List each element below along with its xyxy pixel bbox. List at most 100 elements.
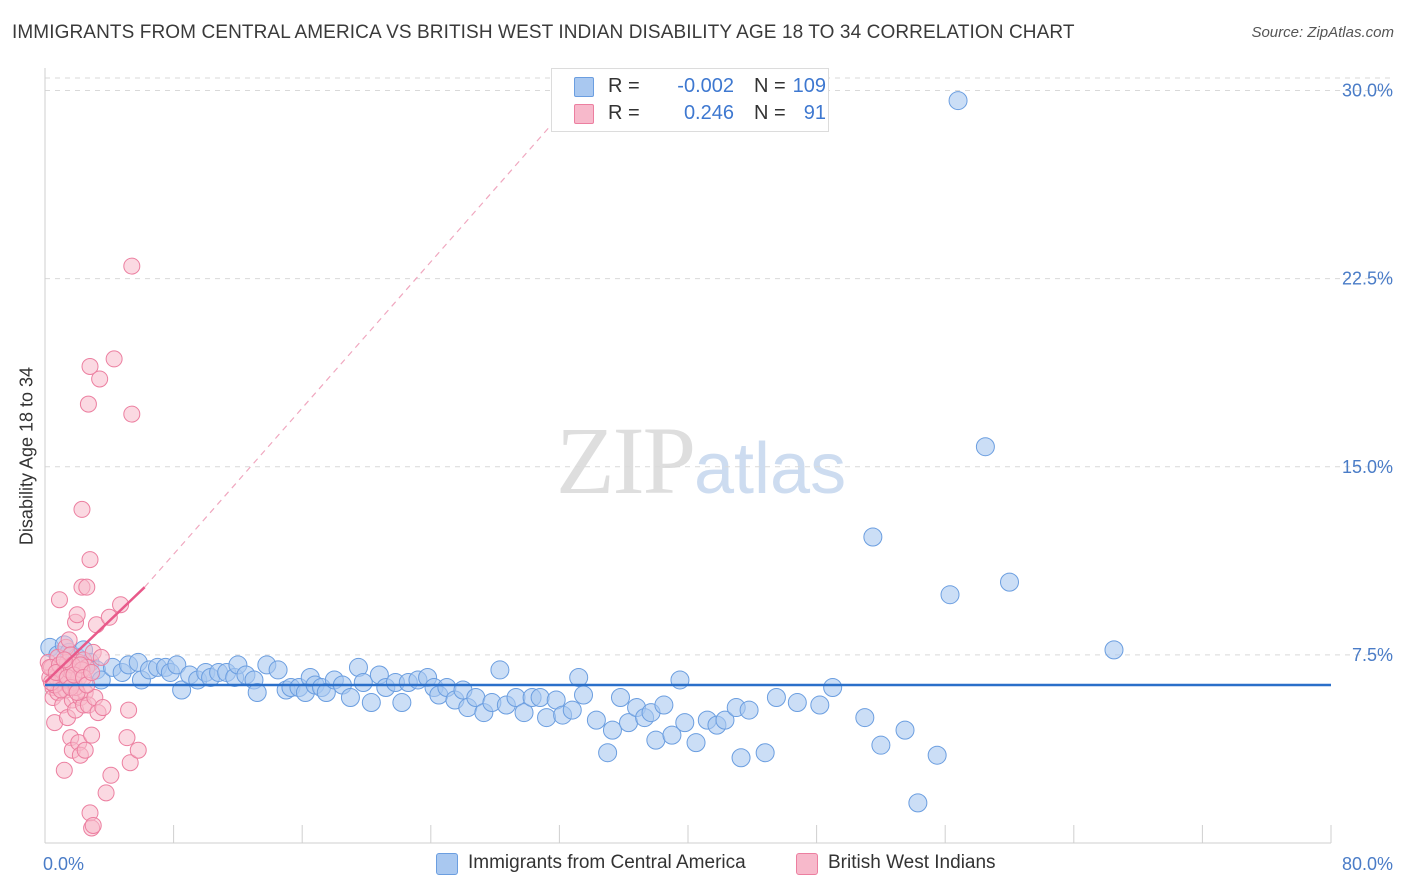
data-point-central-america — [167, 655, 187, 675]
data-point-central-america — [598, 743, 618, 763]
data-point-central-america — [948, 91, 968, 111]
grid-lines — [45, 77, 1392, 656]
data-point-british-west-indians — [55, 761, 73, 779]
chart-title: IMMIGRANTS FROM CENTRAL AMERICA VS BRITI… — [12, 22, 1075, 43]
trend-lines — [44, 586, 1331, 687]
data-point-central-america — [863, 527, 883, 547]
watermark-zip: ZIP — [556, 407, 696, 514]
data-point-central-america — [646, 730, 666, 750]
data-point-central-america — [686, 733, 706, 753]
data-point-central-america — [908, 793, 928, 813]
data-point-central-america — [675, 713, 695, 733]
data-point-central-america — [766, 688, 786, 708]
data-point-central-america — [755, 743, 775, 763]
data-point-british-west-indians — [94, 699, 112, 717]
data-point-british-west-indians — [112, 596, 130, 614]
data-point-central-america — [602, 720, 622, 740]
tick-labels: 7.5% 15.0% 22.5% 30.0% 0.0% 80.0% — [43, 81, 1393, 874]
trend-extended-layer — [144, 115, 560, 588]
data-point-british-west-indians — [92, 648, 110, 666]
data-point-central-america — [574, 685, 594, 705]
data-point-central-america — [731, 748, 751, 768]
data-point-central-america — [530, 688, 550, 708]
data-point-british-west-indians — [123, 257, 141, 275]
data-point-central-america — [569, 667, 589, 687]
bottom-legend-swatch-blue — [436, 853, 458, 875]
correlation-legend: R = -0.002 N = 109 R = 0.246 N = 91 — [551, 68, 829, 132]
y-tick-label: 7.5% — [1352, 645, 1393, 665]
trend-line-british-west-indians-extended — [144, 115, 560, 588]
legend-r-label: R = — [608, 102, 640, 124]
data-point-british-west-indians — [102, 766, 120, 784]
source-credit: Source: ZipAtlas.com — [1251, 24, 1394, 41]
x-tick-label-max: 80.0% — [1342, 854, 1393, 874]
data-point-central-america — [340, 688, 360, 708]
data-point-british-west-indians — [120, 701, 138, 719]
data-point-central-america — [586, 710, 606, 730]
data-point-central-america — [392, 693, 412, 713]
data-point-british-west-indians — [97, 784, 115, 802]
data-point-british-west-indians — [121, 754, 139, 772]
data-point-central-america — [715, 710, 735, 730]
data-point-central-america — [268, 660, 288, 680]
bottom-legend-label: Immigrants from Central America — [468, 852, 746, 873]
data-point-british-west-indians — [84, 816, 102, 834]
y-tick-label: 15.0% — [1342, 457, 1393, 477]
data-point-british-west-indians — [83, 726, 101, 744]
data-point-british-west-indians — [118, 729, 136, 747]
legend-swatch-pink — [574, 104, 594, 124]
data-point-central-america — [895, 720, 915, 740]
data-point-british-west-indians — [68, 606, 86, 624]
data-point-central-america — [490, 660, 510, 680]
legend-r-label: R = — [608, 75, 640, 97]
data-point-british-west-indians — [100, 608, 118, 626]
legend-n-label: N = — [754, 102, 786, 124]
legend-r-value: 0.246 — [683, 102, 734, 124]
y-tick-label: 22.5% — [1342, 269, 1393, 289]
data-point-british-west-indians — [73, 500, 91, 518]
legend-n-label: N = — [754, 75, 786, 97]
data-point-british-west-indians — [50, 591, 68, 609]
data-point-british-west-indians — [105, 350, 123, 368]
data-point-british-west-indians — [76, 741, 94, 759]
data-point-central-america — [975, 437, 995, 457]
data-point-central-america — [247, 683, 267, 703]
data-point-central-america — [562, 700, 582, 720]
watermark-atlas: atlas — [694, 429, 847, 509]
watermark: ZIPatlas — [556, 405, 846, 516]
legend-n-value: 91 — [803, 102, 826, 124]
data-point-central-america — [927, 745, 947, 765]
data-point-central-america — [787, 693, 807, 713]
data-point-british-west-indians — [91, 370, 109, 388]
data-point-central-america — [1104, 640, 1124, 660]
bottom-legend-swatch-pink — [796, 853, 818, 875]
data-point-central-america — [353, 672, 373, 692]
axes — [44, 68, 1332, 844]
data-point-british-west-indians — [60, 631, 78, 649]
x-tick-label-min: 0.0% — [43, 854, 84, 874]
data-point-british-west-indians — [55, 651, 73, 669]
data-point-central-america — [514, 703, 534, 723]
data-point-british-west-indians — [81, 551, 99, 569]
data-point-central-america — [739, 700, 759, 720]
data-point-central-america — [1000, 572, 1019, 592]
data-point-central-america — [810, 695, 830, 715]
data-point-central-america — [871, 735, 891, 755]
data-point-british-west-indians — [129, 741, 147, 759]
legend-swatch-blue — [574, 77, 594, 97]
legend-n-value: 109 — [792, 75, 826, 97]
data-point-central-america — [662, 725, 682, 745]
series-british-west-indians-points — [39, 257, 147, 837]
data-point-central-america — [361, 693, 381, 713]
data-point-central-america — [537, 708, 557, 728]
data-point-british-west-indians — [83, 663, 101, 681]
data-point-central-america — [940, 585, 960, 605]
series-central-america-points — [40, 91, 1124, 813]
data-point-british-west-indians — [79, 395, 97, 413]
data-point-central-america — [610, 688, 630, 708]
y-tick-label: 30.0% — [1342, 81, 1393, 101]
data-point-british-west-indians — [81, 357, 99, 375]
bottom-legend-label: British West Indians — [828, 852, 996, 873]
legend-r-value: -0.002 — [677, 75, 734, 97]
